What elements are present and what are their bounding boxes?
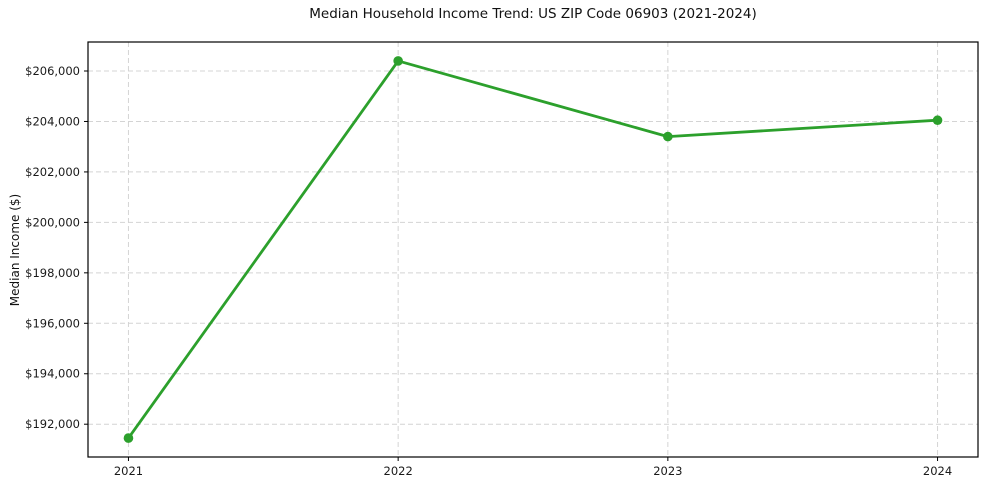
y-tick-label: $196,000 bbox=[25, 316, 80, 330]
y-tick-label: $192,000 bbox=[25, 417, 80, 431]
trend-line bbox=[127, 59, 939, 440]
data-point-marker bbox=[123, 433, 134, 443]
x-tick-label: 2022 bbox=[384, 464, 413, 478]
y-tick-label: $194,000 bbox=[25, 367, 80, 381]
x-tick-label: 2021 bbox=[114, 464, 143, 478]
y-tick-label: $202,000 bbox=[25, 165, 80, 179]
y-tick-label: $200,000 bbox=[25, 215, 80, 229]
y-tick-label: $206,000 bbox=[25, 64, 80, 78]
x-tick-label: 2024 bbox=[923, 464, 952, 478]
y-tick-label: $198,000 bbox=[25, 266, 80, 280]
x-tick-label: 2023 bbox=[653, 464, 682, 478]
data-point-marker bbox=[393, 56, 403, 66]
data-point-marker bbox=[932, 115, 943, 126]
data-point-marker bbox=[663, 131, 673, 142]
chart-title: Median Household Income Trend: US ZIP Co… bbox=[309, 6, 757, 22]
plot-area-border bbox=[87, 41, 979, 458]
y-tick-label: $204,000 bbox=[25, 114, 80, 128]
